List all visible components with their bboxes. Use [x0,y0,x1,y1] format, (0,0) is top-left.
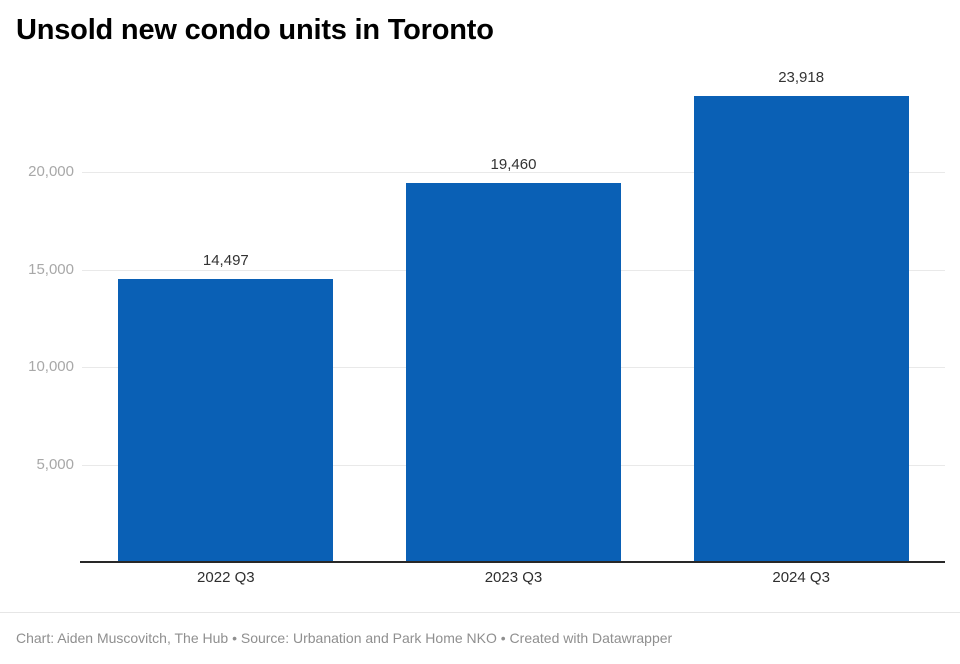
bar-value-label-2024-q3: 23,918 [778,68,825,86]
chart-title: Unsold new condo units in Toronto [16,14,494,46]
bar-2024-q3 [693,95,909,562]
x-axis-tick-label-2023-q3: 2023 Q3 [484,569,543,586]
x-axis-line [80,561,945,563]
y-axis-tick-label: 10,000 [28,358,74,375]
bar-2023-q3 [406,182,621,562]
y-axis-tick-label: 15,000 [28,260,74,278]
y-axis-tick-label: 20,000 [28,163,74,180]
x-axis-tick-label-2024-q3: 2024 Q3 [772,569,830,586]
bar-2022-q3 [118,279,334,562]
x-axis-tick-label-2022-q3: 2022 Q3 [197,569,255,586]
y-axis-tick-label: 5,000 [36,455,74,473]
chart-attribution: Chart: Aiden Muscovitch, The Hub • Sourc… [16,630,673,646]
chart-footer: Chart: Aiden Muscovitch, The Hub • Sourc… [0,612,960,664]
bar-value-label-2023-q3: 19,460 [490,155,537,173]
bar-value-label-2022-q3: 14,497 [202,252,249,270]
gridline [82,172,945,173]
